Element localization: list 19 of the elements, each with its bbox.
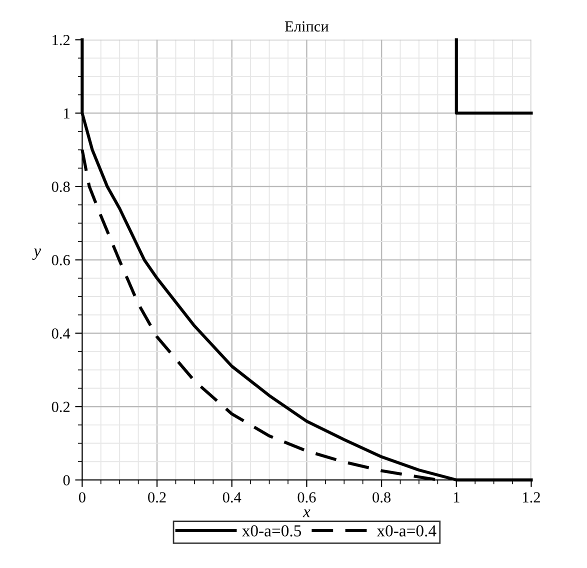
- y-axis-title: y: [32, 248, 42, 260]
- legend-label: x0-a=0.5: [242, 525, 302, 537]
- chart-title: Еліпси: [284, 21, 329, 32]
- y-tick-label: 0.4: [52, 328, 70, 339]
- x-tick-label: 0: [78, 492, 86, 503]
- x-tick-label: 0.4: [222, 492, 242, 503]
- x-tick-label: 1: [454, 492, 460, 502]
- y-tick-label: 0.6: [52, 255, 70, 266]
- x-tick-label: 0.8: [372, 492, 391, 503]
- y-tick-label: 0: [63, 475, 70, 486]
- y-tick-label: 1.2: [52, 34, 70, 46]
- y-tick-label: 1: [64, 108, 70, 118]
- x-tick-label: 0.6: [298, 492, 316, 503]
- y-tick-label: 0.8: [52, 182, 70, 192]
- x-tick-label: 1.2: [523, 492, 540, 503]
- x-axis-title: x: [302, 510, 310, 518]
- y-tick-label: 0.2: [52, 402, 70, 412]
- x-tick-label: 0.2: [148, 492, 166, 503]
- legend-label: x0-a=0.4: [376, 525, 436, 537]
